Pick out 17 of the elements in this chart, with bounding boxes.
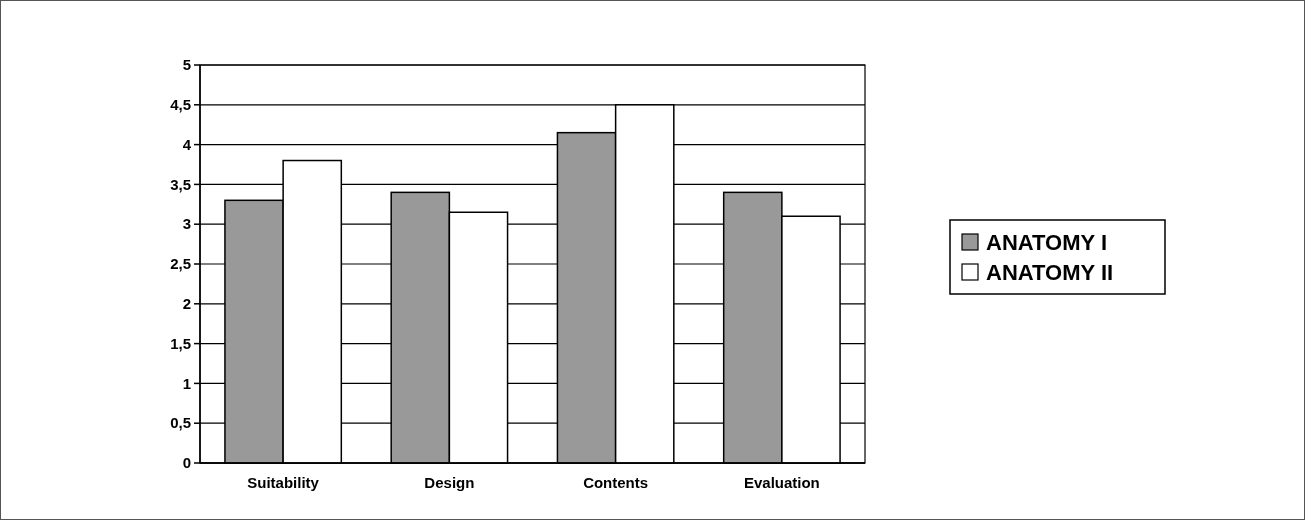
x-tick-label: Suitability bbox=[247, 474, 320, 491]
x-tick-label: Design bbox=[424, 474, 475, 491]
legend-label: ANATOMY II bbox=[986, 259, 1114, 285]
y-tick-label: 1,5 bbox=[170, 334, 191, 352]
y-tick-label: 4 bbox=[182, 135, 192, 153]
y-tick-label: 2 bbox=[182, 295, 191, 313]
x-tick-label: Evaluation bbox=[743, 474, 820, 491]
y-tick-label: 4,5 bbox=[170, 96, 191, 114]
y-tick-label: 1 bbox=[182, 374, 191, 392]
y-tick-label: 0,5 bbox=[170, 414, 191, 432]
x-tick-label: Contents bbox=[583, 474, 649, 491]
y-tick-label: 0 bbox=[182, 454, 191, 472]
y-tick-label: 3 bbox=[182, 215, 191, 233]
y-tick-label: 2,5 bbox=[170, 255, 191, 273]
y-tick-label: 5 bbox=[182, 56, 191, 74]
y-tick-label: 3,5 bbox=[170, 175, 191, 193]
legend-label: ANATOMY I bbox=[986, 229, 1108, 255]
